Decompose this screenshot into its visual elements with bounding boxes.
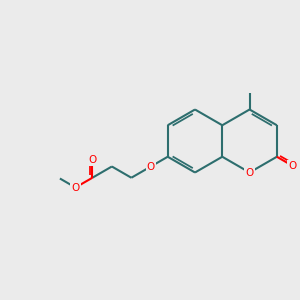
Text: O: O (245, 167, 254, 178)
Text: O: O (88, 155, 97, 165)
Text: O: O (147, 161, 155, 172)
Text: O: O (288, 161, 297, 171)
Text: O: O (71, 182, 80, 193)
